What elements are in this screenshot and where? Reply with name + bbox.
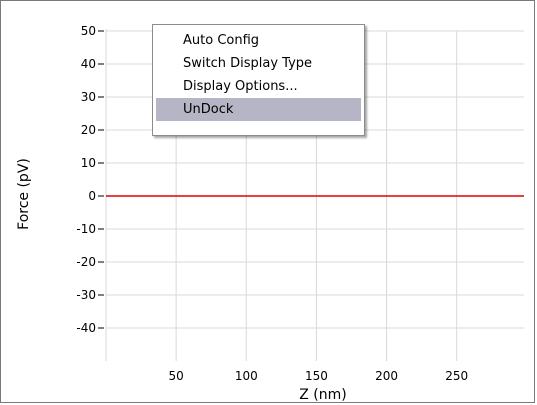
y-tick-label: 40 [81,57,96,71]
menu-item-undock[interactable]: UnDock [156,98,361,121]
x-tick-label: 50 [168,369,183,383]
x-tick-label: 150 [305,369,328,383]
y-tick-label: 10 [81,156,96,170]
y-tick-label: 50 [81,24,96,38]
y-tick-label: -40 [76,321,96,335]
y-tick-label: -30 [76,288,96,302]
x-axis-ticks: 50 100 150 200 250 [168,369,468,383]
menu-item-display-options[interactable]: Display Options... [183,79,298,94]
y-tick-label: 0 [88,189,96,203]
y-axis-ticks: 50 40 30 20 10 0 -10 -20 -30 -40 [76,24,104,335]
context-menu: Auto Config Switch Display Type Display … [152,24,365,136]
y-tick-label: 30 [81,90,96,104]
y-tick-label: 20 [81,123,96,137]
y-tick-label: -10 [76,222,96,236]
x-axis-label: Z (nm) [299,387,346,403]
menu-item-switch-display-type[interactable]: Switch Display Type [183,56,313,71]
menu-item-auto-config[interactable]: Auto Config [183,33,260,48]
y-tick-label: -20 [76,255,96,269]
x-tick-label: 200 [375,369,398,383]
x-tick-label: 250 [445,369,468,383]
y-axis-label: Force (pV) [16,158,32,230]
x-tick-label: 100 [235,369,258,383]
